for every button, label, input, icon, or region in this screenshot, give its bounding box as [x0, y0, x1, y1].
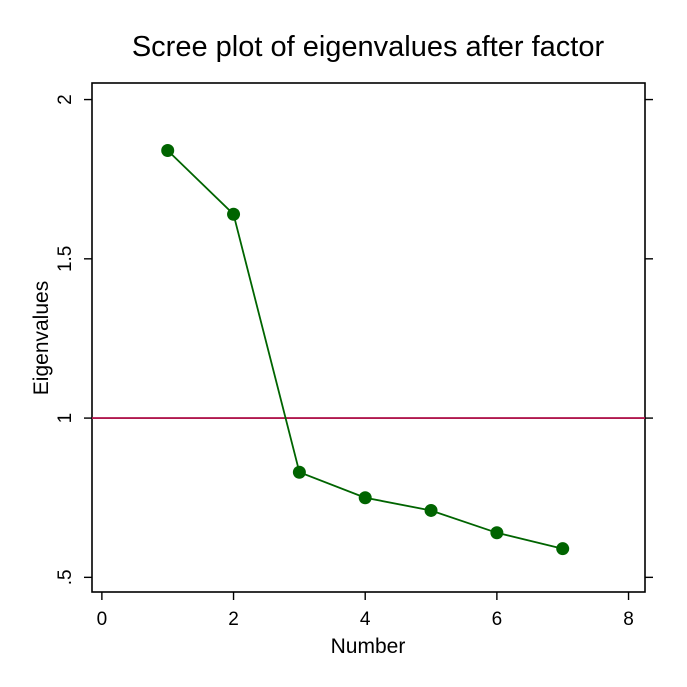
data-point: [227, 207, 241, 221]
x-axis-title: Number: [331, 635, 406, 658]
x-tick-label: 8: [623, 609, 634, 630]
data-point: [292, 465, 306, 479]
y-axis: .5 1 1.5 2: [55, 94, 653, 585]
y-tick-label: .5: [55, 569, 76, 585]
x-tick-label: 4: [360, 609, 371, 630]
data-point: [490, 526, 504, 540]
x-tick-label: 0: [97, 609, 108, 630]
data-point: [556, 542, 570, 556]
series-layer: [161, 144, 570, 556]
x-axis: 0 2 4 6 8: [97, 592, 634, 630]
y-tick-label: 1.5: [55, 246, 76, 272]
x-tick-label: 2: [228, 609, 239, 630]
y-axis-title: Eigenvalues: [30, 281, 53, 395]
y-tick-label: 2: [55, 94, 76, 105]
data-point: [358, 491, 372, 505]
y-tick-label: 1: [55, 413, 76, 424]
plot-area-frame: [91, 82, 646, 593]
data-point: [424, 503, 438, 517]
x-tick-label: 6: [492, 609, 503, 630]
chart-title: Scree plot of eigenvalues after factor: [132, 31, 605, 63]
data-point: [161, 144, 175, 158]
